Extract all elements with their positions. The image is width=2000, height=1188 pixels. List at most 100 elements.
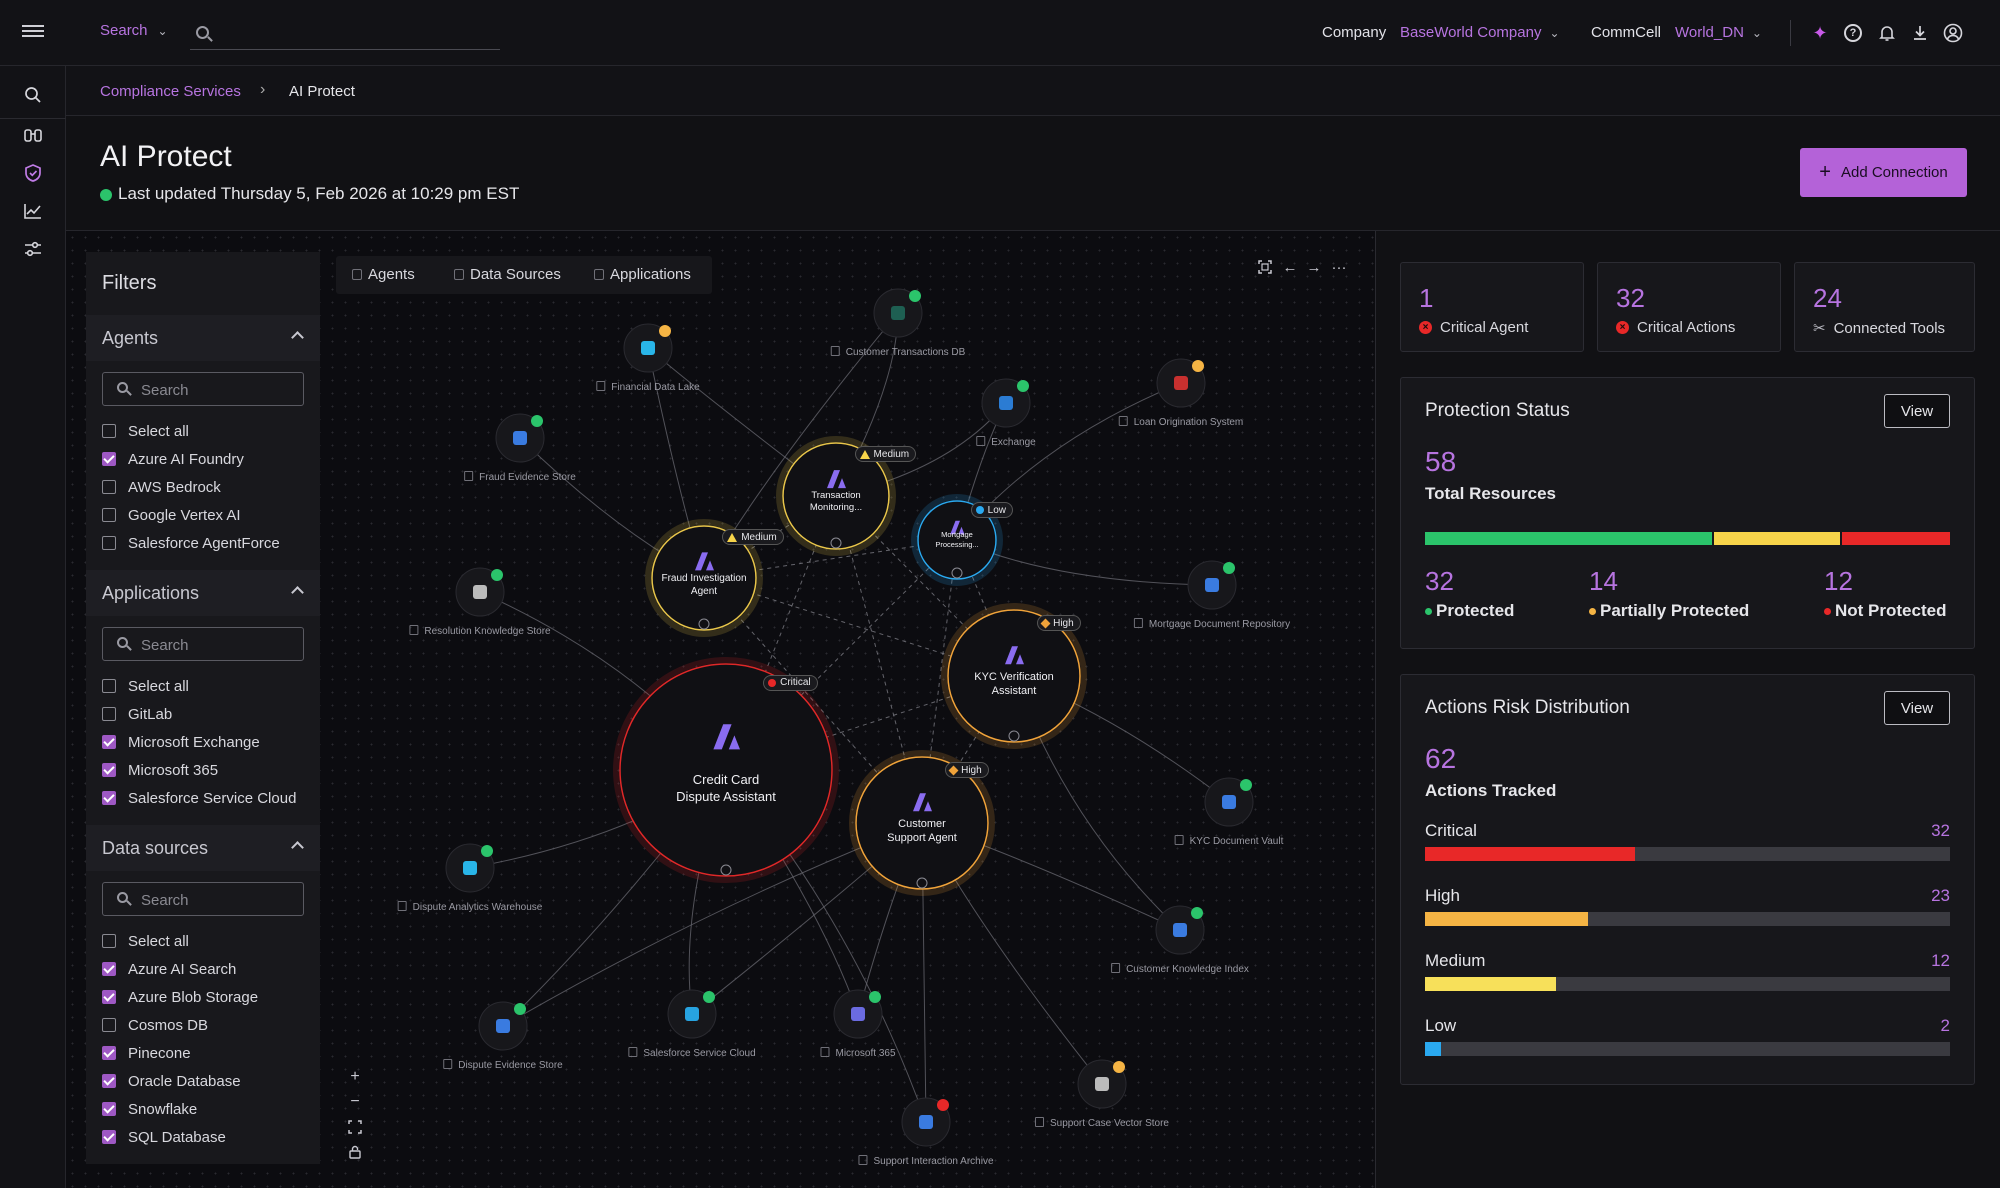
- global-search-input[interactable]: [218, 22, 498, 46]
- search-icon[interactable]: [18, 80, 48, 110]
- filter-checkbox[interactable]: Select all: [102, 675, 189, 697]
- protected-value: 32: [1425, 566, 1454, 596]
- filter-checkbox[interactable]: Cosmos DB: [102, 1014, 208, 1036]
- filter-checkbox[interactable]: Salesforce Service Cloud: [102, 787, 296, 809]
- help-icon[interactable]: ?: [1841, 21, 1865, 45]
- arrow-left-icon[interactable]: ←: [1282, 258, 1298, 276]
- filter-checkbox[interactable]: SQL Database: [102, 1126, 226, 1148]
- agent-node[interactable]: [855, 756, 989, 890]
- checkbox-label: Pinecone: [128, 1044, 191, 1062]
- breadcrumb-parent-link[interactable]: Compliance Services: [100, 83, 241, 100]
- stat-card-critical-agent[interactable]: 1 × Critical Agent: [1400, 262, 1584, 352]
- filter-checkbox[interactable]: Google Vertex AI: [102, 504, 241, 526]
- zoom-out-icon[interactable]: −: [350, 1093, 360, 1110]
- severity-label: Critical: [780, 677, 811, 689]
- lock-icon[interactable]: [344, 1141, 366, 1163]
- azure-ai-foundry-icon: [827, 470, 846, 489]
- filter-checkbox[interactable]: Microsoft 365: [102, 759, 218, 781]
- risk-label: Medium: [1425, 951, 1486, 970]
- filter-checkbox[interactable]: Azure AI Foundry: [102, 448, 244, 470]
- filter-checkbox[interactable]: Select all: [102, 930, 189, 952]
- azure-ai-foundry-icon: [913, 793, 932, 812]
- checkbox-icon: [102, 763, 116, 777]
- resource-icon: [999, 396, 1013, 410]
- checkbox-icon: [102, 536, 116, 550]
- filter-section-data-sources[interactable]: Data sources: [86, 825, 320, 871]
- filter-section-applications[interactable]: Applications: [86, 570, 320, 616]
- status-dot-icon: [1425, 608, 1432, 616]
- database-icon: [454, 269, 464, 280]
- severity-icon: [975, 506, 984, 515]
- chevron-up-icon: [291, 331, 304, 344]
- resource-label: Dispute Analytics Warehouse: [398, 901, 543, 913]
- agent-node[interactable]: [651, 525, 757, 631]
- checkbox-label: Azure Blob Storage: [128, 988, 259, 1006]
- chart-icon[interactable]: [18, 196, 48, 226]
- commcell-dropdown[interactable]: World_DN ⌄: [1675, 24, 1762, 41]
- applications-search-input[interactable]: [141, 635, 296, 655]
- tab-data-sources[interactable]: Data Sources: [454, 266, 561, 283]
- filter-checkbox[interactable]: Salesforce AgentForce: [102, 532, 280, 554]
- stat-card-critical-actions[interactable]: 32 × Critical Actions: [1597, 262, 1781, 352]
- severity-icon: [727, 532, 738, 542]
- partial-segment: [1714, 532, 1841, 545]
- tab-agents[interactable]: Agents: [352, 266, 415, 283]
- filter-checkbox[interactable]: GitLab: [102, 703, 172, 725]
- download-icon[interactable]: [1908, 21, 1932, 45]
- applications-search[interactable]: [102, 627, 304, 661]
- chevron-up-icon: [291, 841, 304, 854]
- risk-bar-track: [1425, 847, 1950, 861]
- search-mode-dropdown[interactable]: Search ⌄: [100, 22, 168, 39]
- risk-value: 23: [1931, 886, 1950, 905]
- filter-checkbox[interactable]: Select all: [102, 420, 189, 442]
- shield-icon[interactable]: [18, 158, 48, 188]
- fit-view-icon[interactable]: [1254, 256, 1276, 278]
- filter-checkbox[interactable]: Microsoft Exchange: [102, 731, 260, 753]
- checkbox-icon: [102, 1018, 116, 1032]
- risk-view-button[interactable]: View: [1884, 691, 1950, 725]
- menu-icon[interactable]: [22, 22, 44, 44]
- agent-node[interactable]: [782, 442, 890, 550]
- bell-icon[interactable]: [1875, 21, 1899, 45]
- agent-glow: [613, 657, 839, 883]
- agent-node[interactable]: [917, 500, 997, 580]
- panel-title: Actions Risk Distribution: [1425, 697, 1630, 718]
- zoom-in-icon[interactable]: +: [350, 1068, 360, 1085]
- agents-search[interactable]: [102, 372, 304, 406]
- filter-checkbox[interactable]: Azure Blob Storage: [102, 986, 258, 1008]
- resource-label: Resolution Knowledge Store: [409, 625, 550, 637]
- fit-screen-icon[interactable]: [344, 1116, 366, 1138]
- status-indicator-icon: [937, 1099, 949, 1111]
- last-updated: Last updated Thursday 5, Feb 2026 at 10:…: [100, 184, 519, 204]
- sliders-icon[interactable]: [18, 234, 48, 264]
- filter-checkbox[interactable]: AWS Bedrock: [102, 476, 221, 498]
- binoculars-icon[interactable]: [18, 120, 48, 150]
- resource-icon: [1205, 578, 1219, 592]
- data-sources-search[interactable]: [102, 882, 304, 916]
- global-search[interactable]: [190, 18, 500, 50]
- filter-checkbox[interactable]: Oracle Database: [102, 1070, 241, 1092]
- company-dropdown[interactable]: BaseWorld Company ⌄: [1400, 24, 1560, 41]
- agent-node[interactable]: [947, 609, 1081, 743]
- more-icon[interactable]: ···: [1331, 258, 1347, 276]
- user-icon[interactable]: [1941, 21, 1965, 45]
- add-connection-button[interactable]: + Add Connection: [1800, 148, 1967, 197]
- severity-badge: High: [1037, 615, 1081, 632]
- tab-applications[interactable]: Applications: [594, 266, 691, 283]
- protection-view-button[interactable]: View: [1884, 394, 1950, 428]
- total-resources-value: 58: [1425, 446, 1457, 477]
- sparkle-icon[interactable]: ✦: [1812, 22, 1828, 43]
- filter-section-agents[interactable]: Agents: [86, 315, 320, 361]
- filter-checkbox[interactable]: Snowflake: [102, 1098, 197, 1120]
- data-sources-search-input[interactable]: [141, 890, 296, 910]
- resource-icon: [641, 341, 655, 355]
- agent-glow: [911, 494, 1003, 586]
- status-indicator-icon: [531, 415, 543, 427]
- stat-card-connected-tools[interactable]: 24 ✂ Connected Tools: [1794, 262, 1975, 352]
- agents-search-input[interactable]: [141, 380, 296, 400]
- filter-checkbox[interactable]: Pinecone: [102, 1042, 191, 1064]
- arrow-right-icon[interactable]: →: [1306, 258, 1322, 276]
- checkbox-label: SQL Database: [128, 1128, 226, 1146]
- agent-node[interactable]: [619, 663, 833, 877]
- filter-checkbox[interactable]: Azure AI Search: [102, 958, 236, 980]
